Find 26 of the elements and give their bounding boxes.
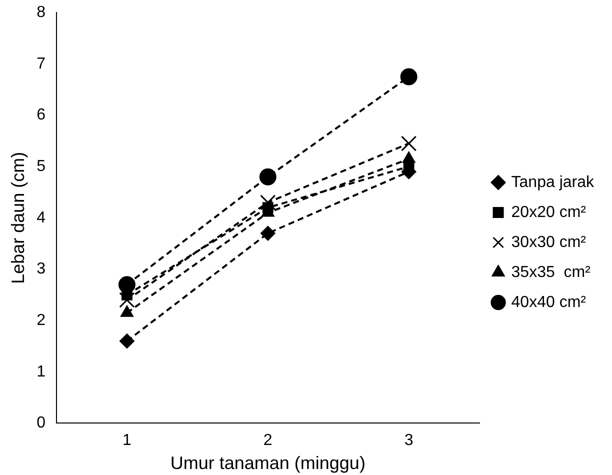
y-tick-label: 4 xyxy=(36,209,46,226)
legend-label: 30x30 cm² xyxy=(511,234,587,251)
legend-label: 35x35 cm² xyxy=(511,264,592,281)
point xyxy=(119,334,134,349)
legend-label: 40x40 cm² xyxy=(511,294,587,311)
legend-label: Tanpa jarak xyxy=(511,174,595,191)
point xyxy=(400,136,417,152)
y-tick-label: 0 xyxy=(36,414,46,432)
point xyxy=(400,68,418,86)
y-tick-label: 2 xyxy=(36,312,46,329)
y-axis-title: Lebar daun (cm) xyxy=(8,152,28,284)
point xyxy=(260,226,276,241)
y-tick-label: 1 xyxy=(36,363,46,380)
point xyxy=(119,292,135,308)
point xyxy=(260,194,276,210)
point xyxy=(259,168,276,186)
x-tick-label: 1 xyxy=(122,432,132,450)
y-tick-label: 8 xyxy=(36,4,46,22)
y-tick-label: 6 xyxy=(36,106,46,124)
y-tick-label: 3 xyxy=(36,260,46,278)
legend-label: 20x20 cm² xyxy=(511,204,587,221)
y-tick-label: 5 xyxy=(36,158,46,175)
x-tick-label: 3 xyxy=(404,432,414,450)
x-tick-label: 2 xyxy=(263,432,272,450)
y-tick-label: 7 xyxy=(36,55,46,72)
x-axis-title: Umur tanaman (minggu) xyxy=(170,453,366,474)
